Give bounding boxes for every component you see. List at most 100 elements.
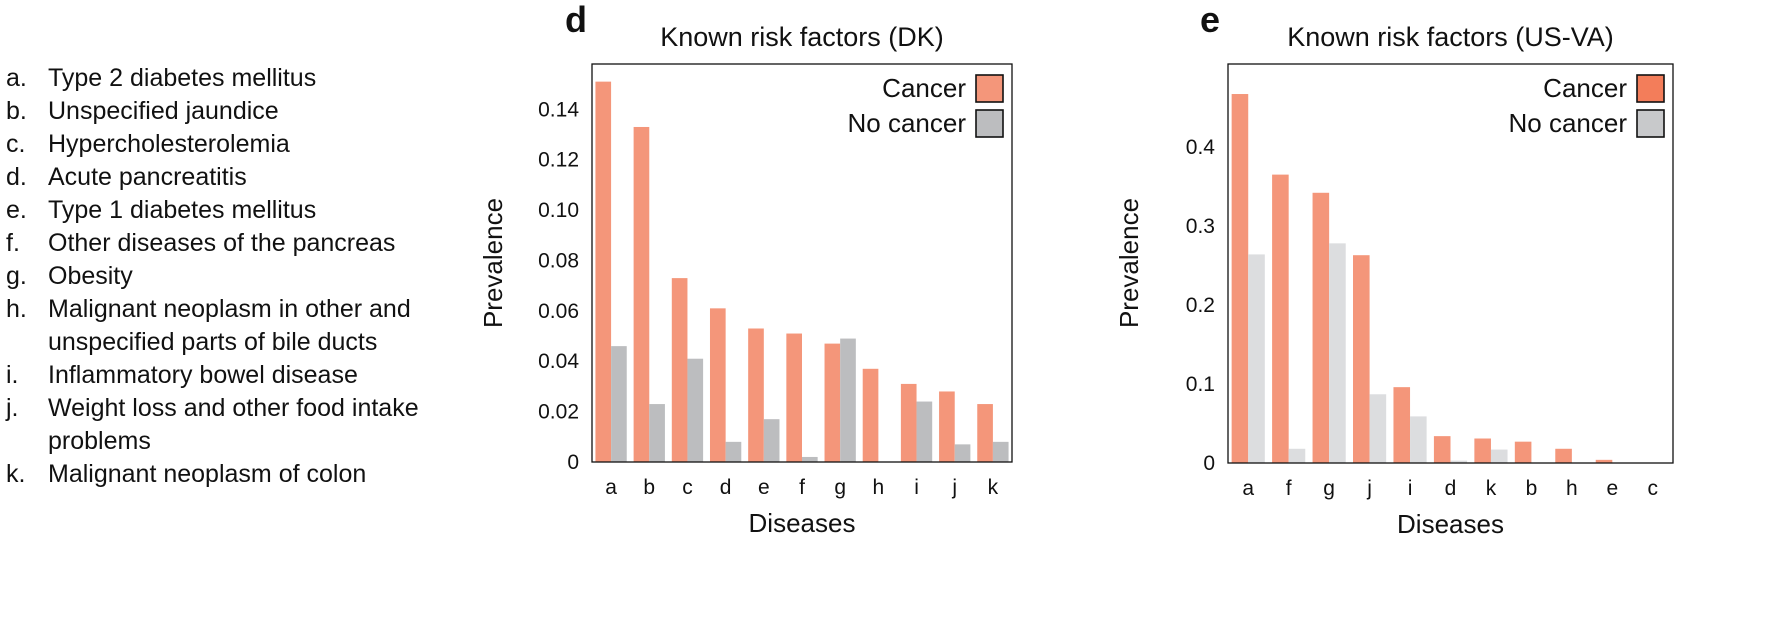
x-tick-label: b (643, 476, 655, 499)
x-tick-label: j (951, 476, 957, 499)
definition-key: f. (6, 229, 20, 257)
y-tick-label: 0.14 (538, 98, 579, 121)
definition-item: k. Malignant neoplasm of colon (6, 458, 526, 491)
definition-item: f. Other diseases of the pancreas (6, 227, 526, 260)
disease-definitions: a. Type 2 diabetes mellitus b. Unspecified… (6, 62, 526, 491)
y-tick-label: 0.12 (538, 149, 579, 172)
bar-no-cancer-a (1248, 254, 1265, 463)
definition-text: Malignant neoplasm in other and unspecif… (48, 295, 411, 356)
y-tick-label: 0.3 (1186, 215, 1215, 238)
bar-cancer-c (671, 278, 688, 462)
y-tick-label: 0.4 (1186, 136, 1216, 159)
definition-item: b. Unspecified jaundice (6, 95, 526, 128)
bar-chart-us-va: Known risk factors (US-VA) a f g j i d k b h e c 0 0.… (1114, 22, 1674, 539)
x-tick-label: d (1445, 477, 1457, 500)
bar-cancer-k (977, 404, 993, 462)
bar-no-cancer-i (1410, 416, 1427, 463)
y-tick-label: 0 (567, 451, 579, 474)
y-axis-label: Prevalence (1114, 198, 1144, 328)
definition-text: Other diseases of the pancreas (48, 229, 396, 257)
bar-cancer-i (900, 383, 917, 462)
definition-key: g. (6, 262, 27, 290)
bar-cancer-g (1312, 192, 1330, 463)
definition-key: d. (6, 163, 27, 191)
definition-text: Type 2 diabetes mellitus (48, 64, 317, 92)
x-tick-label: j (1366, 477, 1372, 500)
definition-item: h. Malignant neoplasm in other and unspec… (6, 293, 513, 359)
legend-label-no-cancer: No cancer (848, 108, 967, 138)
bar-no-cancer-j (1369, 394, 1387, 463)
legend-label-no-cancer: No cancer (1509, 108, 1628, 138)
definition-text: Inflammatory bowel disease (48, 361, 358, 389)
x-tick-label: i (1408, 477, 1413, 500)
bar-no-cancer-k (992, 441, 1009, 462)
bar-cancer-f (786, 333, 802, 462)
definition-item: g. Obesity (6, 260, 526, 293)
panel-label: d (565, 0, 587, 40)
definition-text: Acute pancreatitis (48, 163, 247, 191)
bar-no-cancer-g (840, 338, 856, 462)
x-tick-label: i (914, 476, 919, 499)
bar-no-cancer-e (763, 419, 780, 462)
x-tick-label: h (1566, 477, 1578, 500)
plot-frame (1227, 63, 1674, 464)
x-axis-label: Diseases (1397, 509, 1504, 539)
x-tick-label: k (1486, 477, 1497, 500)
definition-key: k. (6, 460, 26, 488)
definition-item: a. Type 2 diabetes mellitus (6, 62, 526, 95)
bar-chart-dk: Known risk factors (DK) a b c d e f g h i j k 0 0.02 0… (478, 22, 1013, 538)
bar-no-cancer-d (1450, 460, 1468, 463)
x-axis-label: Diseases (749, 508, 856, 538)
bar-cancer-f (1272, 174, 1289, 463)
legend-swatch-no-cancer (1636, 109, 1665, 138)
x-tick-label: k (988, 476, 999, 499)
legend-swatch-cancer (1636, 74, 1665, 103)
y-tick-label: 0.10 (538, 199, 579, 222)
y-tick-label: 0.2 (1186, 294, 1215, 317)
bar-cancer-a (595, 81, 612, 463)
legend-swatch-cancer (975, 74, 1004, 103)
definition-key: b. (6, 97, 27, 125)
definition-item: e. Type 1 diabetes mellitus (6, 194, 526, 227)
bar-cancer-a (1231, 94, 1249, 463)
definition-text: Hypercholesterolemia (48, 130, 290, 158)
x-tick-label: e (758, 476, 770, 499)
y-tick-label: 0.06 (538, 300, 579, 323)
bar-cancer-k (1474, 438, 1491, 463)
bar-cancer-b (1514, 441, 1532, 463)
bar-no-cancer-a (611, 346, 627, 462)
definition-key: a. (6, 64, 27, 92)
legend-label-cancer: Cancer (1543, 73, 1627, 103)
bar-no-cancer-j (954, 444, 971, 462)
bar-no-cancer-b (649, 404, 665, 462)
definition-key: h. (6, 295, 27, 323)
y-tick-label: 0.02 (538, 401, 579, 424)
bar-no-cancer-k (1490, 449, 1508, 463)
legend-label-cancer: Cancer (882, 73, 966, 103)
definition-text: Malignant neoplasm of colon (48, 460, 367, 488)
definition-text: Weight loss and other food intake proble… (48, 394, 419, 455)
x-tick-label: f (1286, 477, 1292, 500)
bar-no-cancer-d (725, 441, 742, 462)
legend-swatch-no-cancer (975, 109, 1004, 138)
bar-no-cancer-f (1288, 448, 1306, 463)
definition-key: j. (6, 394, 19, 422)
definition-item: c. Hypercholesterolemia (6, 128, 526, 161)
y-tick-label: 0 (1203, 452, 1215, 475)
definition-key: c. (6, 130, 26, 158)
x-tick-label: a (1242, 477, 1254, 500)
bar-cancer-j (1353, 255, 1370, 463)
panel-label: e (1200, 0, 1221, 40)
chart-title: Known risk factors (DK) (660, 22, 944, 52)
definition-item: d. Acute pancreatitis (6, 161, 526, 194)
x-tick-label: c (1648, 477, 1659, 500)
y-tick-label: 0.04 (538, 350, 579, 373)
definition-key: i. (6, 361, 19, 389)
definition-key: e. (6, 196, 27, 224)
plot-frame (591, 63, 1013, 463)
bar-no-cancer-c (687, 358, 704, 462)
x-tick-label: f (799, 476, 805, 499)
bar-cancer-e (1595, 459, 1613, 463)
bar-no-cancer-g (1329, 243, 1346, 463)
bar-no-cancer-f (802, 456, 818, 462)
